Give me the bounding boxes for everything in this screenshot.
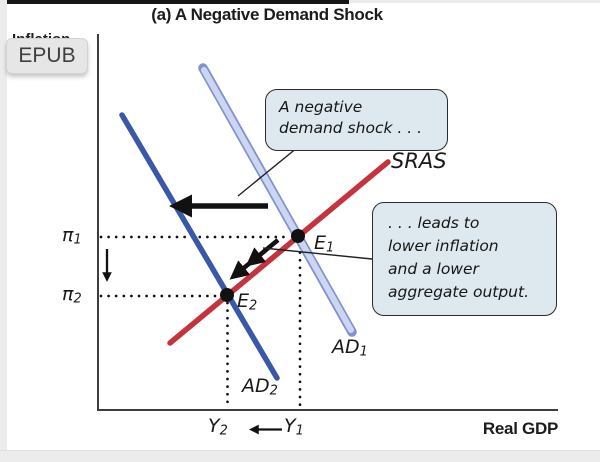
shock-callout-pointer	[237, 142, 304, 197]
result-callout-pointer	[262, 247, 373, 260]
result-callout-line4: aggregate output.	[388, 283, 530, 301]
sras-label: SRAS	[391, 149, 447, 173]
left-margin	[0, 0, 7, 462]
shock-callout-line1: A negative	[279, 98, 363, 116]
shock-callout: A negative demand shock . . .	[265, 89, 448, 151]
pi2-label: π2	[62, 283, 82, 307]
result-callout-line1: . . . leads to	[388, 214, 480, 232]
result-callout-line3: and a lower	[388, 260, 479, 278]
sras-curve	[167, 159, 391, 346]
figure-title: (a) A Negative Demand Shock	[151, 5, 383, 24]
e1-point	[291, 229, 305, 243]
result-callout-line2: lower inflation	[388, 237, 499, 255]
e2-point	[220, 288, 234, 302]
dotted-guides	[99, 235, 302, 409]
ad1-label: AD1	[332, 336, 368, 360]
epub-badge[interactable]: EPUB	[6, 38, 88, 74]
bottom-strip	[0, 450, 600, 462]
e2-label: E2	[237, 290, 258, 314]
ad1-curve	[198, 63, 357, 337]
y1-label: Y1	[284, 415, 304, 439]
movement-arrow	[229, 238, 280, 280]
x-axis-label: Real GDP	[482, 419, 558, 438]
e1-label: E1	[314, 232, 335, 256]
ad2-curve	[119, 112, 280, 381]
y2-label: Y2	[208, 415, 228, 439]
pi1-label: π1	[62, 224, 82, 248]
top-black-bar	[7, 0, 349, 4]
result-callout: . . . leads to lower inflation and a low…	[372, 202, 557, 316]
ad2-label: AD2	[242, 375, 278, 399]
shock-callout-line2: demand shock . . .	[279, 119, 423, 137]
axes	[97, 34, 558, 411]
